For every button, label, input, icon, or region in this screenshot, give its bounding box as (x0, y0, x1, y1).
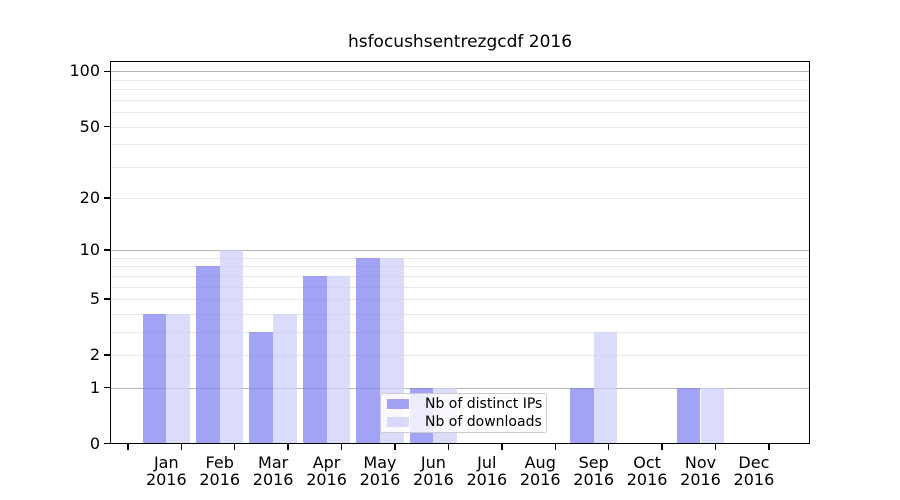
minor-gridline (111, 266, 809, 268)
legend-swatch-downloads (387, 417, 409, 427)
y-tick-label: 5 (89, 289, 100, 309)
y-tick-label: 10 (79, 240, 100, 260)
y-tick-label: 50 (79, 116, 100, 136)
x-tick-label: Sep 2016 (573, 453, 615, 489)
x-tick-label: Apr 2016 (306, 453, 347, 489)
x-tick-label: Jun 2016 (413, 453, 454, 489)
major-gridline (111, 250, 809, 252)
y-tick-mark (103, 442, 110, 445)
minor-gridline (111, 112, 809, 114)
y-tick-mark (103, 70, 110, 73)
x-tick-mark (768, 444, 770, 450)
minor-gridline (111, 354, 809, 356)
y-tick-label: 0 (89, 433, 100, 453)
minor-gridline (111, 79, 809, 81)
y-tick-label: 2 (89, 344, 100, 364)
bar-downloads-apr (326, 275, 351, 444)
x-tick-mark (340, 444, 343, 450)
x-tick-label: Feb 2016 (199, 453, 241, 489)
x-tick-mark (607, 444, 610, 450)
x-tick-mark (554, 444, 556, 450)
bar-distinct-ips-nov (676, 387, 701, 444)
major-gridline (111, 71, 809, 73)
minor-gridline (111, 126, 809, 128)
x-tick-mark (233, 444, 236, 450)
x-tick-label: May 2016 (359, 453, 401, 489)
x-tick-label: Mar 2016 (252, 453, 294, 489)
bar-distinct-ips-sep (569, 387, 594, 444)
legend-label-downloads: Nb of downloads (425, 414, 542, 430)
legend-swatch-distinct-ips (387, 399, 409, 409)
minor-gridline (111, 257, 809, 259)
minor-gridline (111, 275, 809, 277)
axes-spines (110, 61, 810, 444)
y-tick-label: 20 (79, 188, 100, 208)
y-tick-mark (103, 249, 110, 251)
y-tick-mark (103, 298, 110, 300)
legend: Nb of distinct IPs Nb of downloads (380, 393, 547, 433)
legend-label-distinct-ips: Nb of distinct IPs (425, 396, 543, 412)
legend-entry-distinct-ips: Nb of distinct IPs (387, 396, 542, 412)
x-tick-label: Nov 2016 (680, 453, 721, 489)
minor-gridline (111, 89, 809, 91)
x-tick-label: Dec 2016 (733, 453, 775, 489)
x-tick-mark (501, 444, 503, 450)
y-tick-mark (103, 125, 110, 128)
y-tick-mark (103, 386, 110, 389)
x-tick-mark (287, 444, 289, 450)
x-tick-mark (127, 444, 129, 450)
minor-gridline (111, 331, 809, 333)
bar-distinct-ips-feb (196, 266, 220, 444)
x-tick-label: Oct 2016 (626, 453, 668, 489)
minor-gridline (111, 99, 809, 101)
x-tick-label: Jul 2016 (466, 453, 508, 489)
minor-gridline (111, 299, 809, 301)
y-tick-label: 100 (69, 61, 100, 81)
y-tick-mark (103, 197, 110, 199)
minor-gridline (111, 144, 809, 146)
bar-downloads-jan (166, 313, 190, 444)
x-tick-mark (714, 444, 717, 450)
bar-distinct-ips-may (356, 257, 380, 444)
bar-downloads-feb (219, 250, 244, 444)
x-tick-label: Jan 2016 (145, 453, 187, 489)
bar-distinct-ips-jan (142, 313, 167, 444)
bar-distinct-ips-apr (302, 275, 327, 444)
minor-gridline (111, 166, 809, 168)
y-tick-label: 1 (89, 377, 100, 397)
major-gridline (111, 387, 809, 389)
bar-downloads-sep (593, 331, 618, 444)
minor-gridline (111, 313, 809, 315)
bar-distinct-ips-mar (249, 331, 274, 444)
y-tick-mark (103, 354, 110, 356)
x-tick-mark (447, 444, 450, 450)
minor-gridline (111, 198, 809, 200)
bar-downloads-nov (700, 387, 725, 444)
x-tick-mark (394, 444, 396, 450)
chart-title: hsfocushsentrezgcdf 2016 (347, 32, 573, 52)
x-tick-label: Aug 2016 (519, 453, 561, 489)
bar-downloads-mar (273, 313, 297, 444)
x-tick-mark (180, 444, 183, 450)
minor-gridline (111, 286, 809, 288)
legend-entry-downloads: Nb of downloads (387, 414, 542, 430)
x-tick-mark (661, 444, 663, 450)
